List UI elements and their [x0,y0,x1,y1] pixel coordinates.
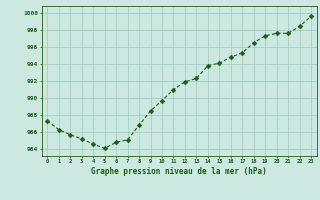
X-axis label: Graphe pression niveau de la mer (hPa): Graphe pression niveau de la mer (hPa) [91,167,267,176]
